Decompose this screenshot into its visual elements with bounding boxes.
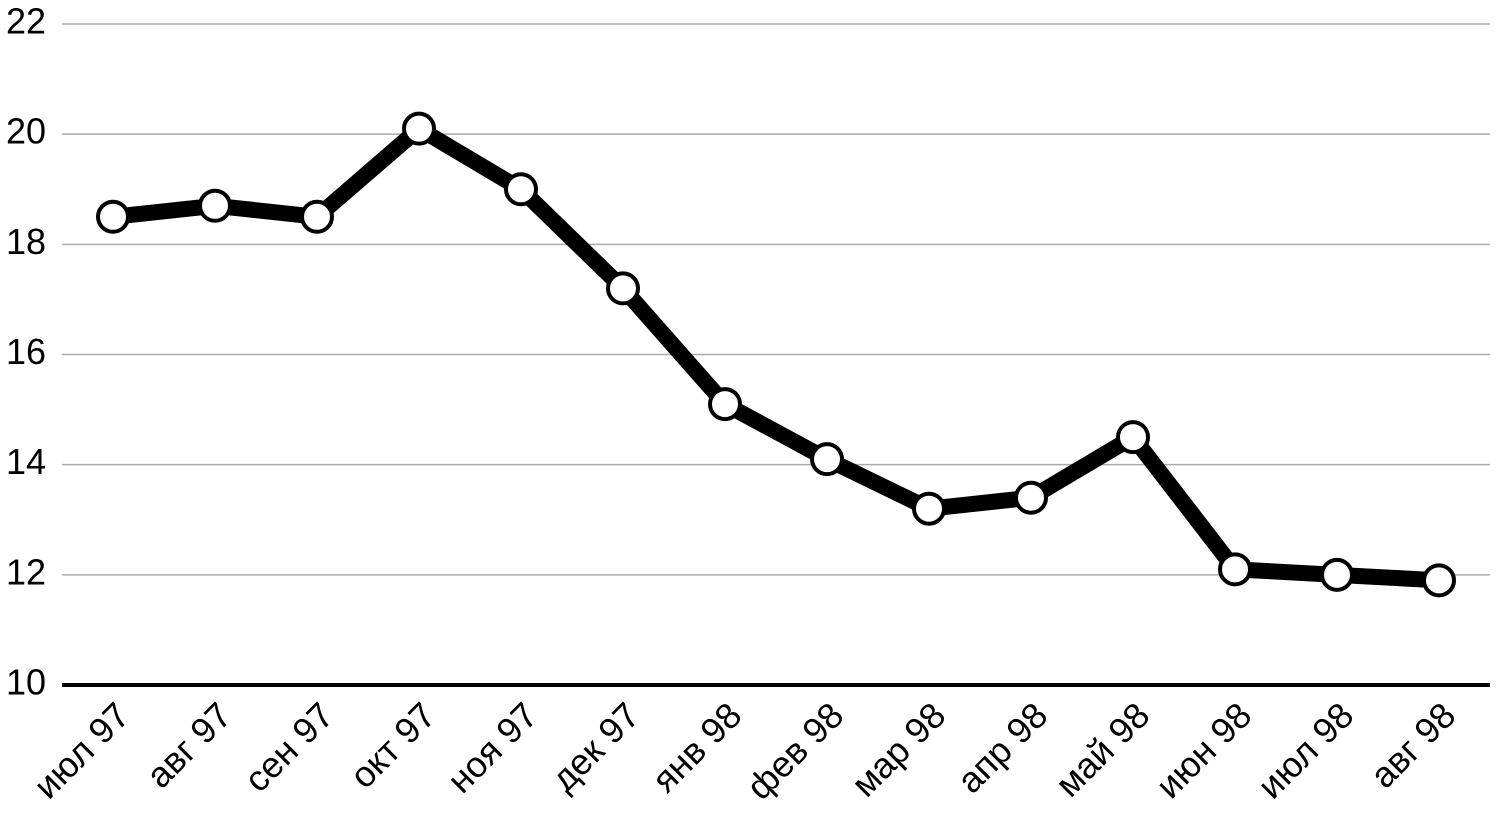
y-tick-label: 18 bbox=[6, 221, 46, 262]
marker bbox=[96, 199, 130, 234]
marker bbox=[810, 442, 844, 477]
marker bbox=[912, 491, 946, 526]
marker bbox=[1014, 480, 1048, 515]
marker bbox=[300, 199, 334, 234]
marker bbox=[1116, 420, 1150, 455]
marker bbox=[402, 111, 436, 146]
x-tick-label: авг 98 bbox=[1362, 694, 1463, 795]
x-tick-label: сен 97 bbox=[236, 694, 341, 799]
x-tick-label: июн 98 bbox=[1148, 694, 1260, 806]
y-tick-label: 14 bbox=[6, 441, 46, 482]
y-tick-label: 10 bbox=[6, 662, 46, 703]
x-tick-label: дек 97 bbox=[543, 694, 648, 799]
x-tick-label: июл 98 bbox=[1249, 694, 1361, 806]
marker bbox=[1218, 552, 1252, 587]
x-tick-label: май 98 bbox=[1047, 694, 1157, 804]
y-tick-label: 16 bbox=[6, 331, 46, 372]
marker bbox=[1320, 557, 1354, 592]
line bbox=[112, 120, 1440, 589]
x-tick-label: июл 97 bbox=[25, 694, 137, 806]
y-tick-label: 12 bbox=[6, 551, 46, 592]
x-tick-label: фев 98 bbox=[738, 694, 851, 807]
x-tick-label: окт 97 bbox=[342, 694, 444, 796]
y-tick-label: 22 bbox=[6, 1, 46, 42]
x-tick-label: апр 98 bbox=[949, 694, 1055, 800]
y-tick-label: 20 bbox=[6, 111, 46, 152]
marker bbox=[504, 172, 538, 207]
x-tick-label: ноя 97 bbox=[439, 694, 545, 800]
marker bbox=[708, 387, 742, 422]
x-tick-label: янв 98 bbox=[644, 694, 750, 800]
x-tick-label: авг 97 bbox=[138, 694, 239, 795]
marker bbox=[1422, 563, 1456, 598]
marker bbox=[606, 271, 640, 306]
marker bbox=[198, 188, 232, 223]
x-tick-label: мар 98 bbox=[843, 694, 953, 804]
